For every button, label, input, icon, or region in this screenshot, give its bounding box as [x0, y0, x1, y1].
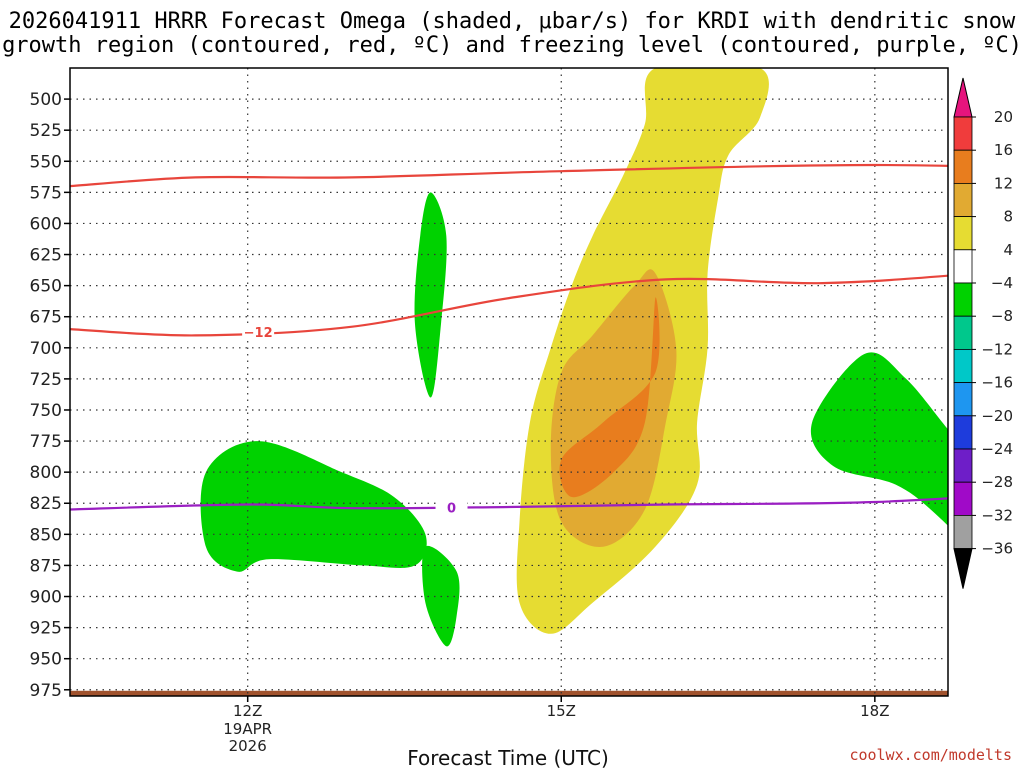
- plot-background: [70, 68, 948, 696]
- colorbar-tick-label: −24: [981, 440, 1013, 458]
- y-tick-label: 550: [30, 152, 62, 172]
- y-tick-label: 625: [30, 246, 62, 266]
- colorbar-segment: [953, 249, 973, 284]
- dgz-contour-line: [70, 163, 948, 188]
- y-tick-label: 675: [30, 308, 62, 328]
- x-tick-sublabel: 19APR: [223, 720, 272, 738]
- colorbar-top-arrow: [953, 77, 973, 118]
- ground-band: [70, 690, 948, 696]
- colorbar-tick-label: −20: [981, 407, 1013, 425]
- credit-text: coolwx.com/modelts: [849, 746, 1012, 764]
- colorbar-tick-label: −28: [981, 473, 1013, 491]
- colorbar-segment: [953, 348, 973, 383]
- dgz-contour-line: [70, 274, 948, 337]
- y-tick-label: 900: [30, 588, 62, 608]
- x-tick-sublabel: 2026: [229, 737, 267, 755]
- colorbar-bottom-arrow: [953, 548, 973, 589]
- y-tick-label: 800: [30, 463, 62, 483]
- colorbar-segment: [953, 415, 973, 450]
- chart-title-line-1: 2026041911 HRRR Forecast Omega (shaded, …: [9, 9, 1016, 34]
- x-axis-label: Forecast Time (UTC): [407, 746, 609, 768]
- colorbar-tick-label: 8: [1003, 208, 1013, 226]
- colorbar-segment: [953, 149, 973, 184]
- colorbar-segment: [953, 515, 973, 550]
- y-tick-label: 975: [30, 681, 62, 701]
- y-tick-label: 525: [30, 121, 62, 141]
- omega-region-12-to-16: [559, 297, 660, 498]
- y-tick-label: 875: [30, 556, 62, 576]
- colorbar-tick-label: 12: [994, 174, 1013, 192]
- colorbar-segment: [953, 382, 973, 417]
- freezing-level-contour-label-bg: [435, 499, 468, 516]
- colorbar-segment: [953, 116, 973, 151]
- y-tick-label: 775: [30, 432, 62, 452]
- dgz-contour-label-bg: [242, 323, 275, 340]
- colorbar-segment: [953, 448, 973, 483]
- y-tick-label: 725: [30, 370, 62, 390]
- y-tick-label: 825: [30, 494, 62, 514]
- colorbar-segment: [953, 481, 973, 516]
- y-tick-label: 925: [30, 619, 62, 639]
- y-tick-label: 750: [30, 401, 62, 421]
- y-tick-label: 575: [30, 183, 62, 203]
- dgz-contour-label: −12: [244, 326, 273, 341]
- freezing-level-contour-line: [70, 497, 948, 511]
- x-tick-label: 15Z: [547, 702, 576, 720]
- colorbar-segment: [953, 216, 973, 251]
- colorbar-tick-label: 4: [1003, 241, 1013, 259]
- colorbar-tick-label: −8: [991, 307, 1013, 325]
- plot-area: −18−120500525550575600625650675700725750…: [30, 67, 949, 755]
- colorbar-tick-label: −16: [981, 374, 1013, 392]
- colorbar-tick-label: −4: [991, 274, 1013, 292]
- colorbar-tick-label: −32: [981, 506, 1013, 524]
- colorbar-tick-label: −12: [981, 340, 1013, 358]
- y-tick-label: 700: [30, 339, 62, 359]
- chart-title-line-2: growth region (contoured, red, ºC) and f…: [2, 33, 1022, 58]
- x-tick-label: 18Z: [860, 702, 889, 720]
- colorbar: 20 16 12 8 4 −4 −8 −12 −16 −20 −24 −28 −32 −36: [953, 77, 1013, 589]
- plot-frame: [69, 67, 949, 697]
- y-tick-label: 850: [30, 525, 62, 545]
- colorbar-tick-label: 20: [994, 108, 1013, 126]
- y-tick-label: 600: [30, 214, 62, 234]
- omega-region--4-to--8: [810, 352, 948, 526]
- plot-clip-group: −18−120: [70, 68, 948, 696]
- colorbar-segment: [953, 182, 973, 217]
- omega-region--4-to--8: [414, 192, 447, 398]
- colorbar-tick-label: −36: [981, 540, 1013, 558]
- colorbar-tick-label: 16: [994, 141, 1013, 159]
- colorbar-segment: [953, 315, 973, 350]
- y-tick-label: 500: [30, 90, 62, 110]
- x-tick-label: 12Z: [233, 702, 262, 720]
- freezing-level-contour-label: 0: [447, 501, 456, 516]
- colorbar-segment: [953, 282, 973, 317]
- y-tick-label: 950: [30, 650, 62, 670]
- y-tick-label: 650: [30, 277, 62, 297]
